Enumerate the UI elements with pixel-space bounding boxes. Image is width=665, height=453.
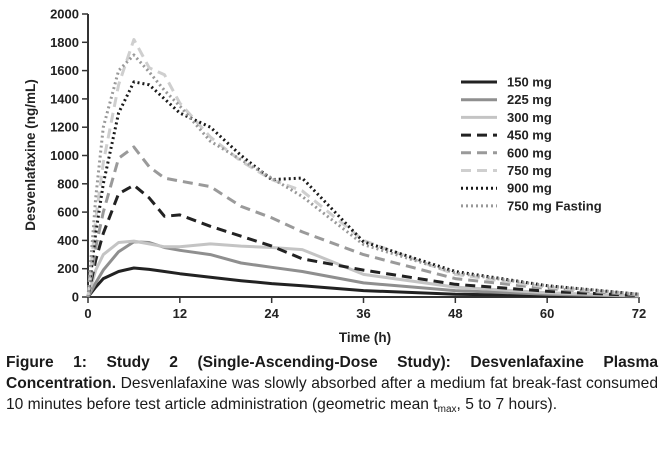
y-tick-label: 1200 — [50, 120, 79, 135]
x-tick-label: 0 — [84, 306, 91, 321]
pk-line-chart: 0 200 400 600 800 1000 1200 1400 1600 1800 2000 0 12… — [23, 7, 646, 346]
legend-label-8: 750 mg Fasting — [507, 198, 602, 213]
x-tick-label: 60 — [540, 306, 554, 321]
series-line-7 — [86, 80, 640, 298]
series-line-4 — [86, 183, 640, 298]
y-tick-label: 1800 — [50, 35, 79, 50]
y-tick-label: 1600 — [50, 63, 79, 78]
y-tick-label: 400 — [57, 233, 79, 248]
x-axis-label: Time (h) — [339, 330, 391, 345]
legend-label-3: 300 mg — [507, 110, 552, 125]
y-tick-label: 1000 — [50, 148, 79, 163]
x-tick-label: 48 — [448, 306, 462, 321]
y-tick-label: 0 — [72, 290, 79, 305]
y-axis-label: Desvenlafaxine (ng/mL) — [23, 79, 38, 231]
series-line-5 — [86, 145, 640, 298]
caption-text-end: , 5 to 7 hours). — [456, 396, 558, 413]
y-tick-label: 200 — [57, 261, 79, 276]
series-line-3 — [86, 239, 640, 298]
legend-label-7: 900 mg — [507, 181, 552, 196]
y-tick-label: 2000 — [50, 7, 79, 22]
legend-label-2: 225 mg — [507, 92, 552, 107]
series-lines — [86, 38, 640, 299]
caption-subscript: max — [437, 404, 457, 415]
legend: 150 mg 225 mg 300 mg 450 mg 600 mg 750 mg 900 … — [461, 75, 602, 213]
x-tick-label: 12 — [173, 306, 187, 321]
figure-caption: Figure 1: Study 2 (Single-Ascending-Dose… — [6, 352, 658, 415]
legend-label-5: 600 mg — [507, 145, 552, 160]
legend-label-4: 450 mg — [507, 128, 552, 143]
series-line-2 — [86, 240, 640, 298]
axes: 0 200 400 600 800 1000 1200 1400 1600 1800 2000 0 12… — [50, 7, 646, 322]
chart-canvas: 0 200 400 600 800 1000 1200 1400 1600 1800 2000 0 12… — [23, 7, 646, 346]
series-line-1 — [86, 266, 640, 299]
y-tick-label: 800 — [57, 176, 79, 191]
y-tick-label: 1400 — [50, 91, 79, 106]
x-tick-label: 72 — [632, 306, 646, 321]
caption-text: Desvenlafaxine was slowly absorbed after… — [6, 375, 658, 413]
legend-label-1: 150 mg — [507, 75, 552, 90]
x-tick-label: 36 — [356, 306, 370, 321]
legend-label-6: 750 mg — [507, 163, 552, 178]
caption-title: Figure 1: Study 2 (Single-Ascending-Dose… — [6, 354, 658, 392]
x-tick-label: 24 — [264, 306, 279, 321]
series-line-8 — [86, 53, 640, 298]
series-line-6 — [86, 38, 640, 298]
y-tick-label: 600 — [57, 205, 79, 220]
